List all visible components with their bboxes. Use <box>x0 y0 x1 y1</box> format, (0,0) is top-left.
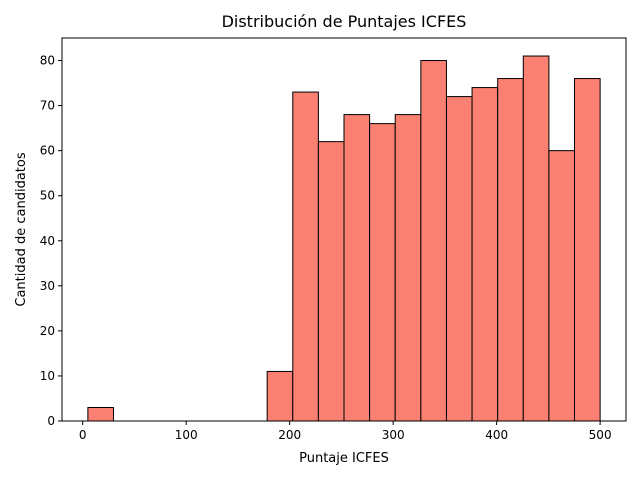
x-tick-label: 500 <box>589 428 612 442</box>
y-tick-label: 30 <box>40 279 55 293</box>
x-tick-label: 200 <box>278 428 301 442</box>
y-tick-label: 0 <box>47 414 55 428</box>
y-tick-label: 50 <box>40 189 55 203</box>
y-tick-label: 70 <box>40 99 55 113</box>
histogram-bar <box>343 114 371 422</box>
y-tick-label: 60 <box>40 144 55 158</box>
histogram-bar <box>522 55 550 422</box>
histogram-bar <box>497 78 524 422</box>
histogram-bar <box>574 78 601 422</box>
x-tick-label: 0 <box>79 428 87 442</box>
histogram-bar <box>292 91 319 422</box>
y-tick-label: 80 <box>40 54 55 68</box>
x-tick-label: 100 <box>175 428 198 442</box>
y-tick-label: 20 <box>40 324 55 338</box>
histogram-bar <box>369 123 396 422</box>
x-axis-label: Puntaje ICFES <box>299 451 389 466</box>
histogram-bar <box>420 60 447 422</box>
chart-title: Distribución de Puntajes ICFES <box>222 12 467 31</box>
histogram-bar <box>471 87 499 422</box>
x-tick-label: 300 <box>382 428 405 442</box>
y-tick-label: 10 <box>40 369 55 383</box>
histogram-bar <box>87 406 114 422</box>
y-axis-ticks: 0 10 20 30 40 50 60 70 80 <box>40 54 62 428</box>
x-axis-ticks: 0 100 200 300 400 500 <box>79 421 612 442</box>
x-tick-label: 400 <box>485 428 508 442</box>
histogram-bar <box>266 370 294 422</box>
histogram-bar <box>394 114 422 422</box>
histogram-bar <box>317 141 345 422</box>
plot-frame <box>61 37 627 422</box>
bars-group <box>87 55 601 422</box>
histogram-bar <box>445 96 473 422</box>
histogram-bar <box>548 150 576 422</box>
y-tick-label: 40 <box>40 234 55 248</box>
y-axis-label: Cantidad de candidatos <box>14 152 29 306</box>
